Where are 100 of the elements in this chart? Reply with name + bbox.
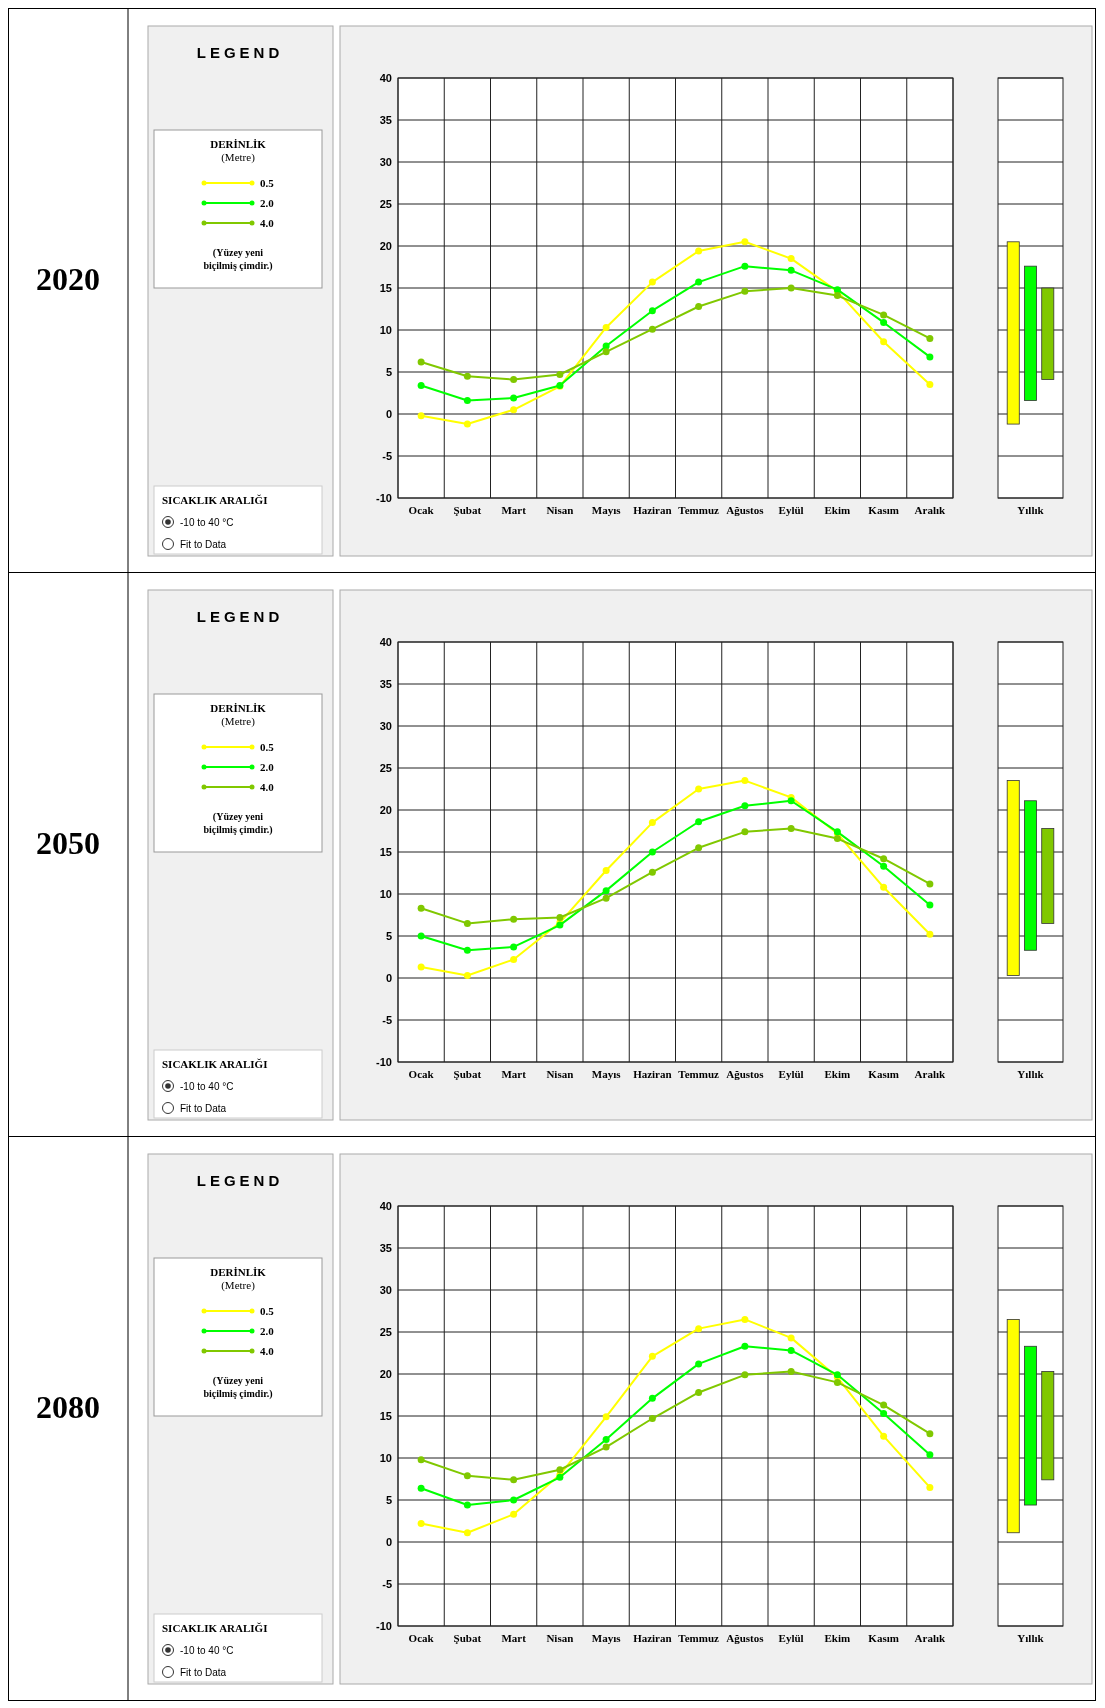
x-axis-title: Yıllık	[1017, 504, 1045, 516]
point	[510, 956, 518, 964]
x-tick-label: Şubat	[453, 1068, 482, 1080]
point	[926, 880, 934, 888]
x-tick-label: Temmuz	[678, 504, 719, 516]
point	[880, 1432, 888, 1440]
point	[648, 819, 656, 827]
text: SICAKLIK ARALIĞI	[162, 1058, 268, 1070]
point	[648, 1394, 656, 1402]
y-tick-label: 35	[379, 678, 392, 690]
x-tick-label: Temmuz	[678, 1632, 719, 1644]
y-tick-label: 20	[379, 804, 392, 816]
point	[648, 1415, 656, 1423]
point	[602, 323, 610, 331]
point	[695, 785, 703, 793]
y-tick-label: 0	[385, 408, 392, 420]
point	[926, 930, 934, 938]
point	[648, 848, 656, 856]
point	[463, 1501, 471, 1509]
point	[880, 855, 888, 863]
y-tick-label: 5	[385, 930, 392, 942]
point	[787, 266, 795, 274]
point	[880, 1409, 888, 1417]
point	[463, 397, 471, 405]
point	[787, 1334, 795, 1342]
legend-label: 0.5	[260, 741, 275, 753]
x-tick-label: Kasım	[868, 504, 899, 516]
y-tick-label: 25	[379, 1326, 392, 1338]
y-tick-label: -5	[382, 450, 392, 462]
legend-label: 4.0	[260, 217, 275, 229]
x-tick-label: Kasım	[868, 1632, 899, 1644]
point	[741, 802, 749, 810]
point	[926, 1430, 934, 1438]
point	[926, 353, 934, 361]
y-tick-label: 40	[379, 72, 392, 84]
legend-title: DERİNLİK (Metre)	[210, 138, 267, 164]
text: 2080	[36, 1389, 100, 1425]
point	[463, 946, 471, 954]
point	[880, 1401, 888, 1409]
y-tick-label: 10	[379, 324, 392, 336]
y-tick-label: -10	[376, 1620, 392, 1632]
y-tick-label: 40	[379, 636, 392, 648]
point	[556, 914, 564, 922]
y-tick-label: 35	[379, 114, 392, 126]
y-tick-label: -5	[382, 1014, 392, 1026]
y-tick-label: 40	[379, 1200, 392, 1212]
legend-label: 2.0	[260, 197, 275, 209]
x-axis-title: Yıllık	[1017, 1068, 1045, 1080]
text: 2020	[36, 261, 100, 297]
y-tick-label: 15	[379, 1410, 392, 1422]
x-tick-label: Mayıs	[591, 1068, 622, 1080]
point	[695, 278, 703, 286]
x-tick-label: Haziran	[633, 504, 672, 516]
point	[880, 311, 888, 319]
point	[510, 1510, 518, 1518]
text: -10 to 40 °C	[180, 1081, 234, 1092]
point	[510, 1476, 518, 1484]
point	[510, 1496, 518, 1504]
point	[695, 818, 703, 826]
point	[695, 1388, 703, 1396]
x-tick-label: Ağustos	[726, 1068, 765, 1080]
text: LEGEND	[196, 608, 284, 625]
point	[510, 943, 518, 951]
point	[926, 1451, 934, 1459]
point	[926, 381, 934, 389]
point	[741, 1342, 749, 1350]
x-tick-label: Mayıs	[591, 504, 622, 516]
point	[926, 1483, 934, 1491]
text: LEGEND	[196, 1172, 284, 1189]
point	[648, 1352, 656, 1360]
point	[417, 963, 425, 971]
point	[695, 1325, 703, 1333]
point	[741, 287, 749, 295]
x-tick-label: Ekim	[824, 1632, 851, 1644]
y-tick-label: 35	[379, 1242, 392, 1254]
point	[556, 371, 564, 379]
y-tick-label: 15	[379, 282, 392, 294]
y-tick-label: 20	[379, 1368, 392, 1380]
point	[833, 835, 841, 843]
x-tick-label: Haziran	[633, 1632, 672, 1644]
x-tick-label: Nisan	[546, 1068, 574, 1080]
x-tick-label: Nisan	[546, 1632, 574, 1644]
point	[787, 1367, 795, 1375]
point	[602, 866, 610, 874]
x-tick-label: Mart	[501, 504, 527, 516]
text: Fit to Data	[180, 1103, 227, 1114]
point	[602, 1443, 610, 1451]
point	[833, 1378, 841, 1386]
y-tick-label: 30	[379, 1284, 392, 1296]
x-axis-title: Yıllık	[1017, 1632, 1045, 1644]
point	[787, 255, 795, 263]
point	[741, 1371, 749, 1379]
x-tick-label: Aralık	[914, 1068, 947, 1080]
x-tick-label: Eylül	[778, 1068, 804, 1080]
point	[463, 971, 471, 979]
x-tick-label: Ocak	[408, 1632, 435, 1644]
text: SICAKLIK ARALIĞI	[162, 494, 268, 506]
point	[463, 372, 471, 380]
text: -10 to 40 °C	[180, 517, 234, 528]
y-tick-label: 10	[379, 888, 392, 900]
